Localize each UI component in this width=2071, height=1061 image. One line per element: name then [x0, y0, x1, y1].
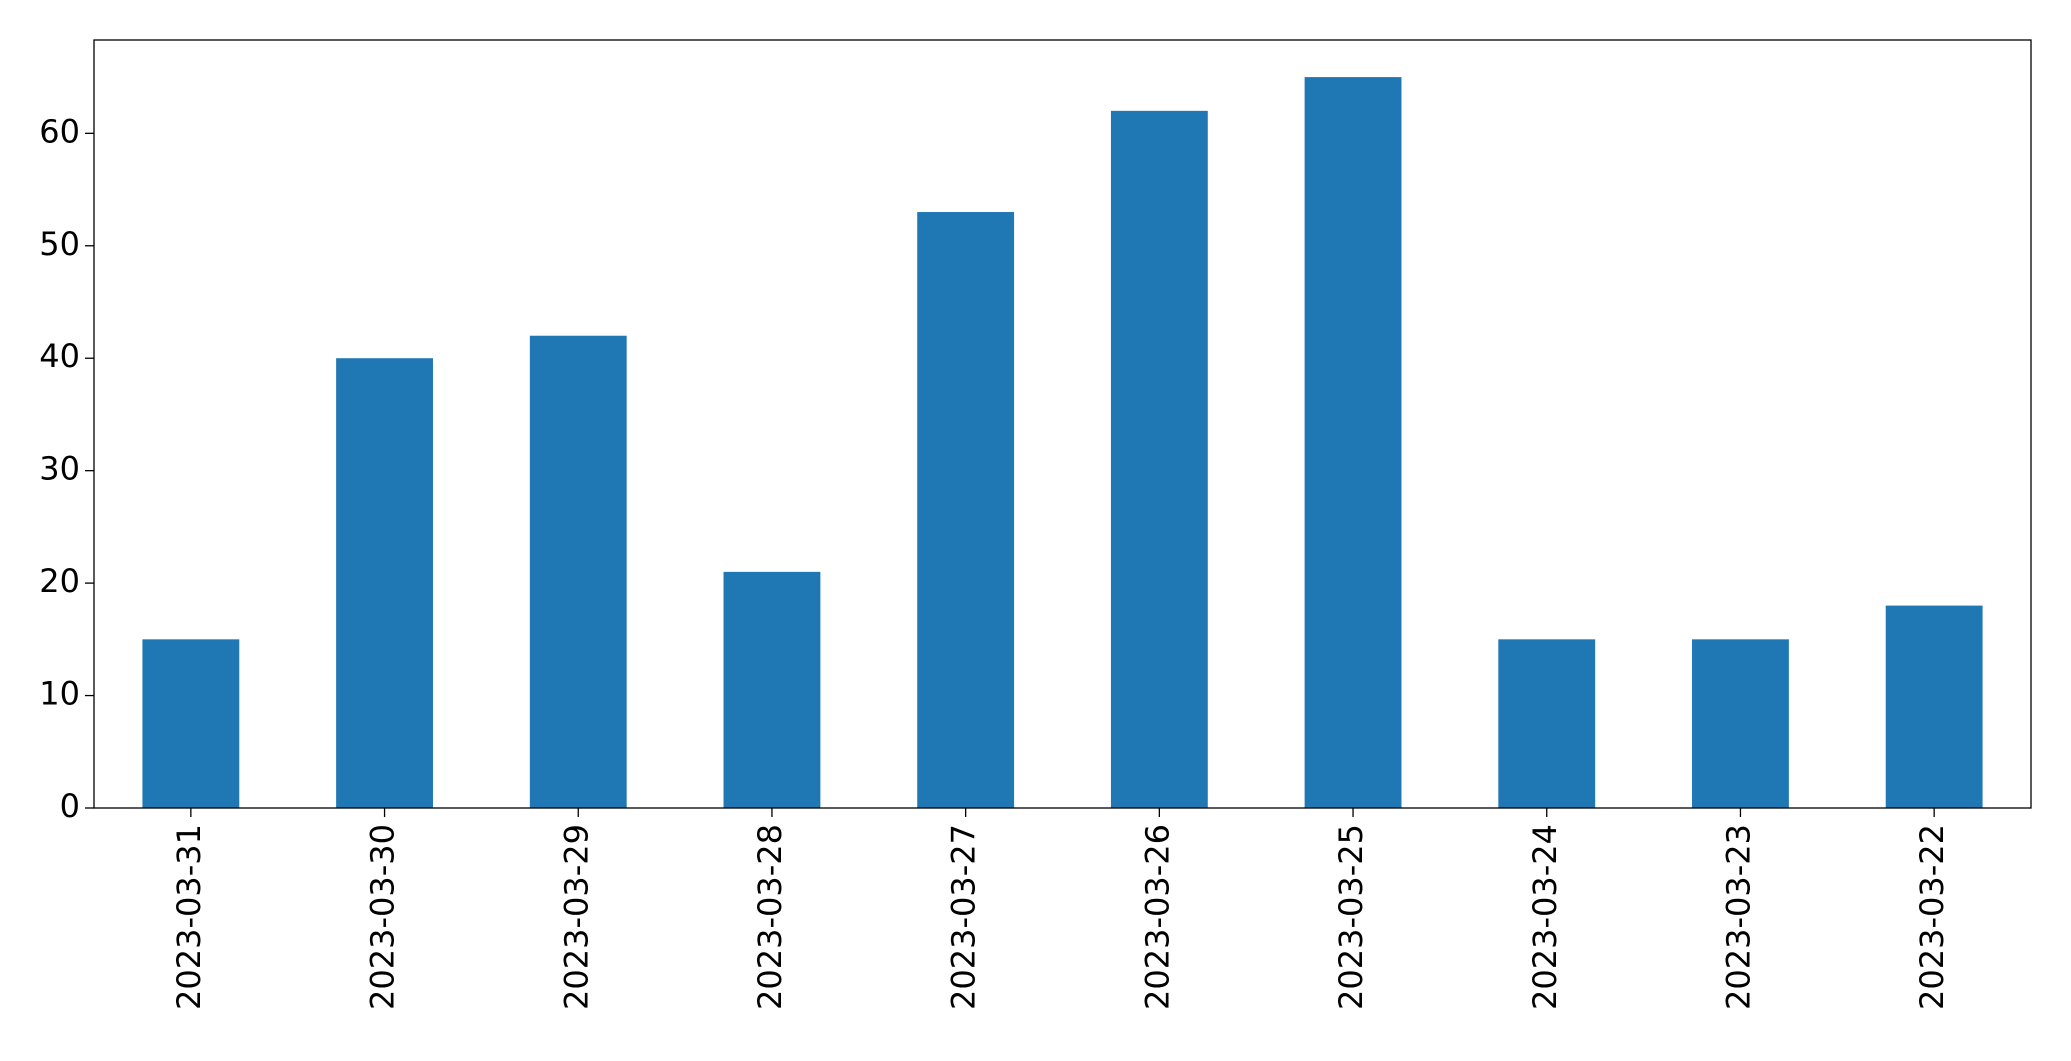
bar: [1885, 605, 1983, 808]
x-tick-label: 2023-03-22: [1913, 824, 1951, 1010]
bar: [1304, 77, 1402, 809]
bar: [1110, 110, 1208, 809]
x-tick-label: 2023-03-29: [557, 824, 595, 1010]
y-tick-label: 40: [39, 337, 80, 375]
bar: [142, 639, 240, 808]
x-tick-label: 2023-03-26: [1138, 824, 1176, 1010]
x-tick-label: 2023-03-23: [1719, 824, 1757, 1010]
bar: [1692, 639, 1789, 808]
y-tick-label: 60: [39, 112, 80, 150]
x-tick-label: 2023-03-25: [1332, 824, 1370, 1010]
y-tick-label: 50: [39, 225, 80, 263]
y-tick-label: 10: [39, 675, 80, 713]
x-tick-label: 2023-03-31: [170, 824, 208, 1010]
y-tick-label: 30: [39, 450, 80, 488]
x-tick-label: 2023-03-28: [751, 824, 789, 1010]
bar: [723, 571, 821, 808]
bar: [917, 212, 1015, 808]
bar: [1498, 639, 1596, 808]
x-tick-label: 2023-03-24: [1526, 824, 1564, 1010]
bar: [336, 358, 433, 808]
x-tick-label: 2023-03-30: [364, 824, 402, 1010]
bar: [529, 335, 627, 808]
plot-frame: [93, 39, 2032, 809]
y-tick-label: 0: [60, 787, 80, 825]
x-tick-label: 2023-03-27: [945, 824, 983, 1010]
y-tick-label: 20: [39, 562, 80, 600]
